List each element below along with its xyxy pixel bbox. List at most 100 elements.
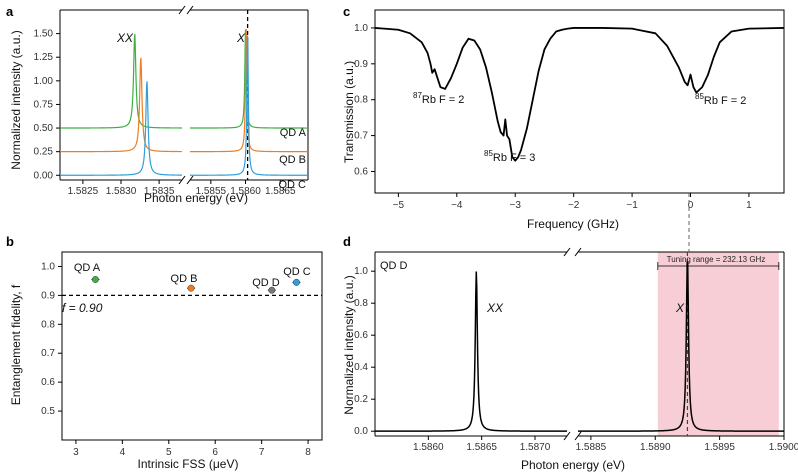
data-point-qd-d bbox=[268, 286, 276, 294]
point-label-qd-c: QD C bbox=[283, 266, 311, 278]
spectrum-qd-a-seg1 bbox=[60, 34, 183, 129]
panel-d-x-label: X bbox=[675, 301, 685, 315]
panel-d-xtick-label: 1.5885 bbox=[576, 442, 607, 453]
data-point-qd-c bbox=[293, 278, 300, 286]
panel-b-ytick-label: 1.0 bbox=[41, 261, 55, 272]
panel-c-ytick-label: 0.9 bbox=[354, 59, 368, 70]
data-point-qd-b bbox=[187, 284, 195, 292]
panel-b-xtick-label: 7 bbox=[259, 447, 265, 458]
panel-a-xtick-label: 1.5830 bbox=[106, 186, 137, 197]
panel-d-letter: d bbox=[343, 234, 351, 249]
panel-a-ytick-label: 0.75 bbox=[34, 99, 54, 110]
panel-a-plot: 1.5825 1.5830 1.5835 1.5855 1.5860 1.5865 0.00… bbox=[34, 5, 309, 197]
point-label-qd-a: QD A bbox=[74, 262, 101, 274]
panel-c-xtick-label: 1 bbox=[746, 200, 752, 211]
panel-c-xtick-label: −3 bbox=[510, 200, 522, 211]
panel-d-title: QD D bbox=[380, 260, 408, 272]
panel-b-xtick-label: 8 bbox=[305, 447, 311, 458]
panel-d-ytick-label: 0.6 bbox=[354, 330, 368, 341]
panel-d-ytick-label: 0.0 bbox=[354, 426, 368, 437]
panel-a-xtick-label: 1.5860 bbox=[230, 186, 261, 197]
panel-b-plot: 3 4 5 6 7 8 0.5 0.6 0.7 0.8 0.9 1.0 bbox=[41, 251, 323, 458]
panel-b-ylabel: Entanglement fidelity, f bbox=[9, 284, 23, 405]
panel-a-ytick-label: 0.00 bbox=[34, 170, 54, 181]
panel-d-xtick-label: 1.5895 bbox=[704, 442, 735, 453]
panel-b-ytick-label: 0.9 bbox=[41, 290, 55, 301]
panel-a: a 1.5825 1.5830 1.5835 1.5855 1.5860 1.5865 0.… bbox=[6, 4, 309, 205]
panel-d-break-mark bbox=[563, 431, 571, 441]
panel-c-ytick-label: 0.6 bbox=[354, 166, 368, 177]
panel-c-xlabel: Frequency (GHz) bbox=[527, 217, 619, 231]
panel-d-ytick-label: 1.0 bbox=[354, 266, 368, 277]
spectrum-qd-c-seg1 bbox=[60, 81, 182, 176]
panel-b-xtick-label: 4 bbox=[120, 447, 126, 458]
panel-a-xtick-label: 1.5835 bbox=[144, 186, 175, 197]
panel-d-ytick-label: 0.2 bbox=[354, 394, 368, 405]
panel-d-ytick-label: 0.4 bbox=[354, 362, 368, 373]
panel-d-break-mark bbox=[574, 247, 582, 257]
panel-d-xx-label: XX bbox=[486, 301, 504, 315]
panel-c-xtick-label: −2 bbox=[568, 200, 580, 211]
panel-b-letter: b bbox=[6, 234, 14, 249]
panel-a-xlabel: Photon energy (eV) bbox=[144, 191, 248, 205]
spectrum-qd-d-seg2 bbox=[578, 261, 784, 432]
panel-a-ylabel: Normalized intensity (a.u.) bbox=[9, 30, 23, 169]
annotation-87rb-f2: 87Rb F = 2 bbox=[413, 91, 464, 106]
panel-a-ytick-label: 1.50 bbox=[34, 29, 54, 40]
panel-a-break-mark bbox=[178, 175, 186, 185]
panel-d: d 1.5860 1.5865 1.5870 1.5885 1.5890 1.5895 1.… bbox=[342, 234, 798, 472]
panel-c-plot: −5 −4 −3 −2 −1 0 1 0.6 0.7 0.8 0.9 1.0 bbox=[354, 9, 785, 211]
data-point-qd-a bbox=[91, 276, 99, 283]
panel-a-xtick-label: 1.5855 bbox=[196, 186, 227, 197]
panel-d-ytick-label: 0.8 bbox=[354, 298, 368, 309]
transmission-curve bbox=[374, 27, 785, 162]
series-label-qd-a: QD A bbox=[280, 127, 307, 139]
panel-b: b 3 4 5 6 7 8 0.5 0.6 0.7 0.8 0.9 1.0 Intrinsic FSS… bbox=[6, 234, 323, 471]
spectrum-qd-c-seg2 bbox=[190, 35, 308, 176]
panel-c-xtick-label: −4 bbox=[451, 200, 463, 211]
tuning-range-label: Tuning range = 232.13 GHz bbox=[667, 255, 766, 264]
point-label-qd-b: QD B bbox=[171, 273, 198, 285]
panel-a-xtick-label: 1.5825 bbox=[68, 186, 99, 197]
panel-c-xtick-label: −5 bbox=[393, 200, 405, 211]
panel-d-xtick-label: 1.5870 bbox=[520, 442, 551, 453]
panel-c-ytick-label: 0.8 bbox=[354, 95, 368, 106]
panel-d-xtick-label: 1.5865 bbox=[466, 442, 497, 453]
panel-d-xlabel: Photon energy (eV) bbox=[521, 458, 625, 472]
panel-c-xtick-label: −1 bbox=[626, 200, 638, 211]
panel-d-break-mark bbox=[574, 431, 582, 441]
panel-a-xtick-label: 1.5865 bbox=[265, 186, 296, 197]
series-label-qd-c: QD C bbox=[279, 179, 307, 191]
panel-c-xtick-label: 0 bbox=[688, 200, 694, 211]
panel-b-xtick-label: 5 bbox=[166, 447, 172, 458]
panel-b-ytick-label: 0.7 bbox=[41, 348, 55, 359]
panel-b-xlabel: Intrinsic FSS (μeV) bbox=[138, 457, 239, 471]
series-label-qd-b: QD B bbox=[279, 154, 306, 166]
annotation-85rb-f2: 85Rb F = 2 bbox=[695, 92, 746, 107]
panel-d-ylabel: Normalized intensity (a.u.) bbox=[342, 275, 356, 414]
panel-c-letter: c bbox=[343, 4, 350, 19]
panel-b-ytick-label: 0.8 bbox=[41, 319, 55, 330]
panel-c-ytick-label: 0.7 bbox=[354, 131, 368, 142]
panel-b-ytick-label: 0.5 bbox=[41, 406, 55, 417]
panel-a-letter: a bbox=[6, 4, 14, 19]
panel-d-xtick-label: 1.5890 bbox=[640, 442, 671, 453]
spectrum-qd-b-seg1 bbox=[60, 57, 182, 153]
panel-b-ytick-label: 0.6 bbox=[41, 377, 55, 388]
panel-a-x-label: X bbox=[236, 31, 246, 45]
panel-c-frame bbox=[374, 9, 785, 194]
panel-a-ytick-label: 1.25 bbox=[34, 52, 54, 63]
panel-a-ytick-label: 0.25 bbox=[34, 147, 54, 158]
point-label-qd-d: QD D bbox=[252, 277, 280, 289]
panel-a-ytick-label: 1.00 bbox=[34, 76, 54, 87]
panel-b-xtick-label: 3 bbox=[73, 447, 79, 458]
annotation-85rb-f3: 85Rb F = 3 bbox=[484, 149, 535, 164]
panel-a-break-mark bbox=[178, 5, 186, 15]
panel-a-break-mark bbox=[186, 175, 194, 185]
panel-d-plot: 1.5860 1.5865 1.5870 1.5885 1.5890 1.5895 1.59… bbox=[354, 247, 798, 453]
panel-a-break-mark bbox=[186, 5, 194, 15]
panel-c-ytick-label: 1.0 bbox=[354, 23, 368, 34]
panel-a-xx-label: XX bbox=[116, 31, 134, 45]
panel-b-frame bbox=[61, 251, 323, 441]
